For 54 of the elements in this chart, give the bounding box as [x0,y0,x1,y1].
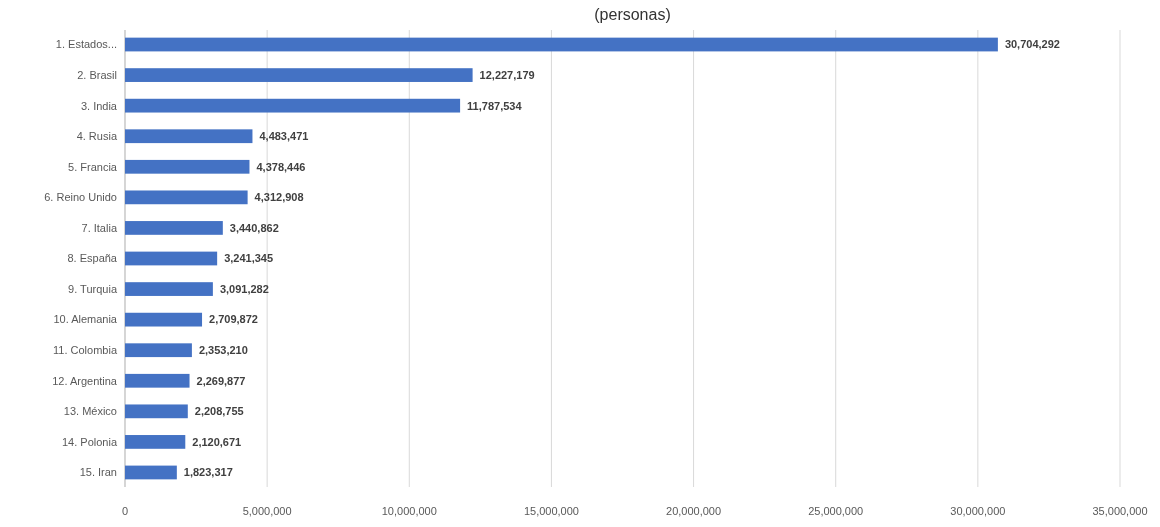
y-tick-label: 10. Alemania [53,313,118,326]
data-label: 2,208,755 [194,405,244,418]
data-label: 3,440,862 [229,221,279,234]
data-label: 30,704,292 [1004,38,1060,51]
y-tick-label: 3. India [80,99,118,112]
data-label: 2,269,877 [196,374,246,387]
data-label: 3,241,345 [224,252,274,265]
y-tick-label: 7. Italia [81,221,118,234]
x-tick-label: 5,000,000 [242,505,292,517]
y-tick-label: 8. España [67,252,118,265]
y-tick-label: 5. Francia [68,160,118,173]
bar [125,373,190,388]
x-tick-label: 35,000,000 [1092,505,1148,517]
y-tick-label: 1. Estados... [55,38,117,51]
bar [125,435,186,449]
data-label: 2,353,210 [198,344,248,357]
bar [125,465,177,480]
bar [125,221,223,235]
bar [125,282,213,296]
bar [125,404,188,419]
y-tick-label: 12. Argentina [52,374,118,387]
x-tick-label: 10,000,000 [381,505,437,517]
data-label: 11,787,534 [467,99,523,112]
bar [125,190,248,205]
y-tick-label: 11. Colombia [53,344,118,357]
data-label: 2,709,872 [209,313,258,326]
y-tick-label: 4. Rusia [76,130,118,143]
bar [125,98,461,113]
bar [125,159,250,174]
bar [125,312,203,327]
data-label: 4,483,471 [259,130,309,143]
bar [125,68,473,82]
y-tick-label: 6. Reino Unido [44,191,117,204]
y-tick-label: 2. Brasil [77,68,117,81]
x-tick-label: 25,000,000 [808,505,864,517]
data-label: 3,091,282 [219,282,269,295]
x-tick-label: 15,000,000 [523,505,579,517]
x-tick-label: 30,000,000 [950,505,1006,517]
data-label: 4,312,908 [254,191,304,204]
data-label: 12,227,179 [479,68,535,81]
bar [125,251,218,266]
y-tick-label: 13. México [63,405,117,418]
data-label: 1,823,317 [183,466,233,479]
x-tick-label: 20,000,000 [666,505,722,517]
bar [125,343,192,358]
y-tick-label: 15. Iran [79,466,117,479]
data-label: 4,378,446 [256,160,306,173]
bar [125,37,998,52]
bar [125,129,253,144]
y-tick-label: 14. Polonia [61,435,118,448]
y-tick-label: 9. Turquia [68,282,118,295]
x-tick-label: 0 [121,505,129,517]
chart-title: (personas) [594,6,671,23]
data-label: 2,120,671 [192,435,242,448]
